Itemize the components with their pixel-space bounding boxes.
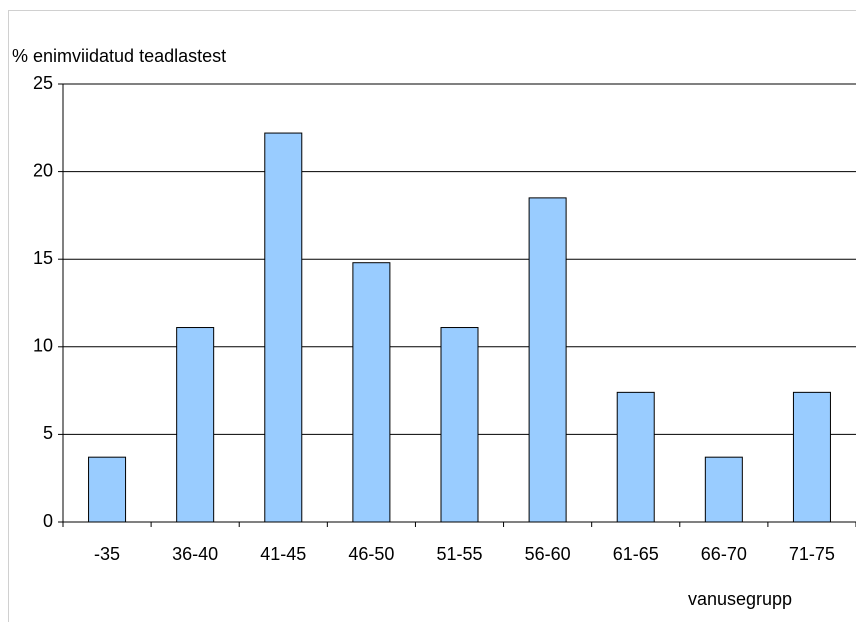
x-tick-label: 46-50 [348, 544, 394, 564]
x-tick-label: 56-60 [525, 544, 571, 564]
bar [704, 456, 743, 523]
x-tick-label: 41-45 [260, 544, 306, 564]
bar [440, 327, 479, 523]
y-tick-label: 15 [33, 248, 53, 268]
x-tick-label: -35 [94, 544, 120, 564]
y-tick-label: 25 [33, 73, 53, 93]
y-tick-label: 10 [33, 336, 53, 356]
bar [176, 327, 215, 523]
x-axis-label: vanusegrupp [688, 589, 792, 609]
y-axis-label: % enimviidatud teadlastest [12, 46, 226, 66]
y-tick-label: 20 [33, 160, 53, 180]
bar [528, 197, 567, 523]
x-tick-label: 71-75 [789, 544, 835, 564]
bar [352, 262, 391, 523]
frame [8, 10, 856, 622]
x-tick-label: 66-70 [701, 544, 747, 564]
y-tick-label: 5 [43, 423, 53, 443]
x-tick-label: 61-65 [613, 544, 659, 564]
bar [792, 391, 831, 523]
x-tick-label: 36-40 [172, 544, 218, 564]
bar [616, 391, 655, 523]
bar [88, 456, 127, 523]
bar [264, 132, 303, 523]
x-tick-label: 51-55 [436, 544, 482, 564]
y-tick-label: 0 [43, 511, 53, 531]
